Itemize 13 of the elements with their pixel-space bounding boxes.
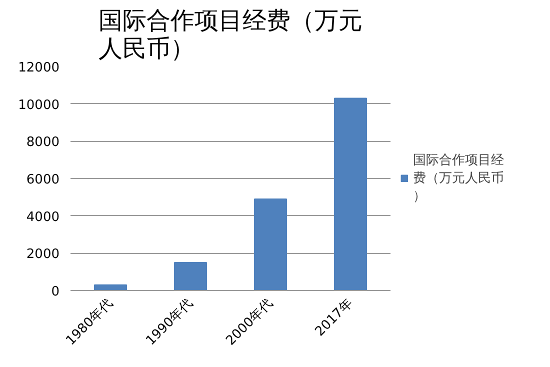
y-tick-label: 0	[51, 284, 60, 300]
chart-title: 国际合作项目经费（万元人民币）	[98, 6, 362, 62]
bar	[254, 198, 287, 290]
y-tick-label: 12000	[18, 60, 60, 76]
y-tick-label: 10000	[18, 98, 60, 113]
y-tick-label: 8000	[26, 135, 60, 150]
y-tick-label: 6000	[26, 172, 60, 188]
bar	[334, 98, 367, 290]
bar	[94, 284, 127, 290]
legend-label: 国际合作项目经费（万元人民币）	[413, 152, 504, 205]
y-tick-label: 2000	[26, 247, 60, 262]
y-tick-label: 4000	[26, 210, 60, 225]
bar	[174, 262, 207, 290]
